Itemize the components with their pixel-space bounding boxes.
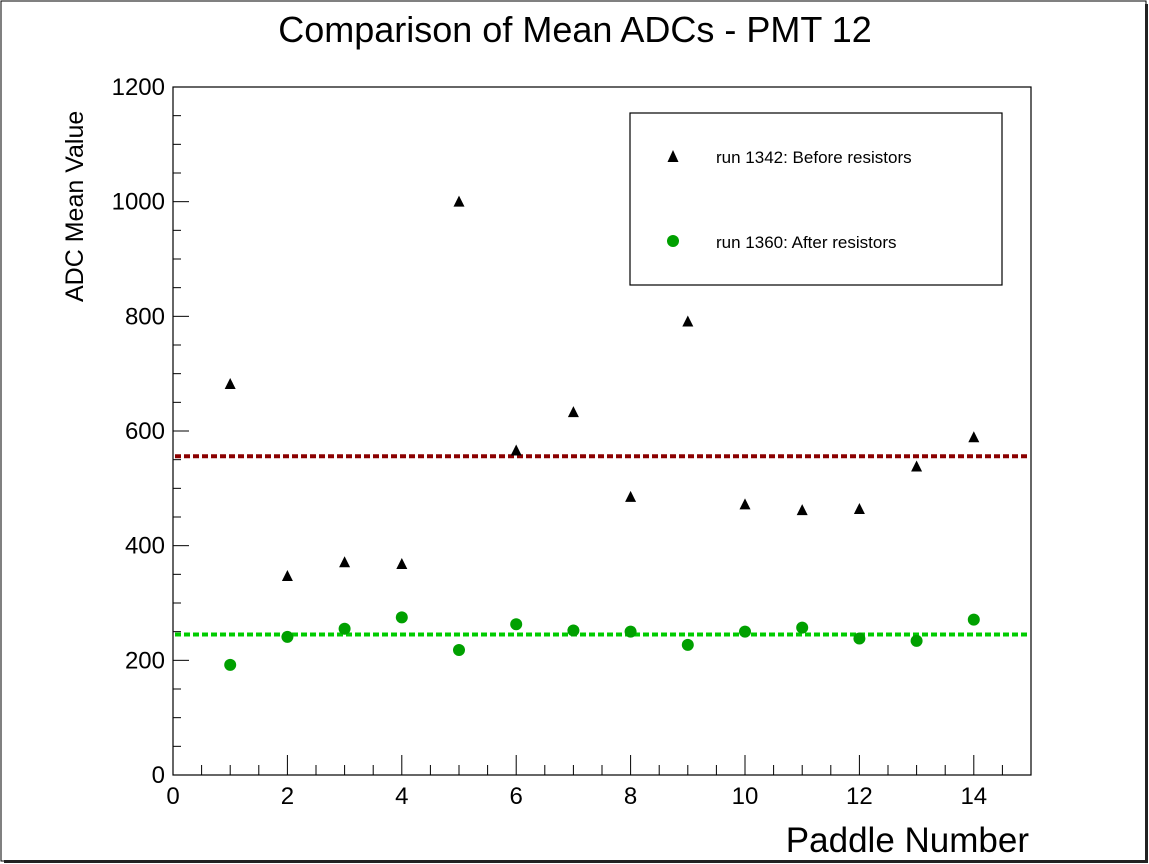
data-point-series-1 [624, 625, 637, 638]
data-point-series-1 [338, 622, 351, 635]
legend-label-after: run 1360: After resistors [716, 233, 896, 252]
data-point-series-1 [739, 625, 751, 638]
x-axis: 0 2 4 6 8 10 12 14 [166, 755, 1032, 810]
y-tick-label: 600 [125, 418, 165, 445]
data-point-series-0 [853, 502, 865, 514]
x-tick-label: 0 [166, 783, 179, 810]
legend-label-before: run 1342: Before resistors [716, 148, 912, 167]
data-point-series-1 [910, 634, 923, 647]
data-point-series-1 [453, 644, 465, 657]
legend-box [629, 112, 1003, 286]
data-point-series-0 [281, 570, 293, 582]
data-point-series-0 [739, 498, 751, 510]
data-point-series-1 [853, 632, 866, 645]
y-tick-label: 800 [125, 303, 165, 330]
x-tick-label: 4 [395, 783, 408, 810]
legend-circle-marker [667, 235, 679, 247]
y-tick-label: 1000 [112, 189, 165, 216]
data-point-series-1 [567, 624, 580, 637]
data-point-series-0 [339, 556, 351, 568]
data-points [224, 195, 980, 671]
data-point-series-0 [968, 431, 980, 443]
y-axis-title: ADC Mean Value [61, 111, 89, 302]
data-point-series-1 [796, 621, 809, 634]
data-point-series-0 [567, 406, 579, 418]
data-point-series-1 [395, 611, 408, 624]
data-point-series-0 [510, 444, 522, 456]
x-tick-label: 6 [510, 783, 523, 810]
y-tick-label: 1200 [112, 74, 165, 101]
legend-triangle-marker [667, 150, 679, 162]
x-tick-label: 12 [846, 783, 873, 810]
data-point-series-0 [396, 558, 408, 570]
legend: run 1342: Before resistors run 1360: Aft… [629, 112, 1003, 286]
data-point-series-0 [682, 315, 694, 327]
data-point-series-0 [625, 490, 637, 502]
data-point-series-1 [681, 638, 694, 651]
canvas-shadow-bottom [4, 860, 1148, 863]
y-axis: 0 200 400 600 800 1000 1200 [112, 74, 189, 789]
x-tick-label: 10 [732, 783, 759, 810]
data-point-series-0 [224, 377, 236, 389]
canvas-shadow-right [1145, 4, 1148, 862]
data-point-series-1 [281, 630, 294, 643]
data-point-series-0 [796, 504, 808, 516]
y-tick-label: 0 [152, 762, 165, 789]
data-point-series-0 [453, 195, 465, 207]
data-point-series-1 [510, 618, 523, 631]
x-tick-label: 14 [960, 783, 987, 810]
data-point-series-0 [911, 460, 923, 472]
x-tick-label: 2 [281, 783, 294, 810]
mean-lines [175, 454, 1030, 637]
y-tick-label: 200 [125, 647, 165, 674]
x-axis-title: Paddle Number [786, 821, 1030, 860]
x-tick-label: 8 [624, 783, 637, 810]
data-point-series-1 [967, 613, 980, 626]
chart-title: Comparison of Mean ADCs - PMT 12 [278, 9, 872, 50]
data-point-series-1 [224, 658, 237, 671]
y-tick-label: 400 [125, 533, 165, 560]
